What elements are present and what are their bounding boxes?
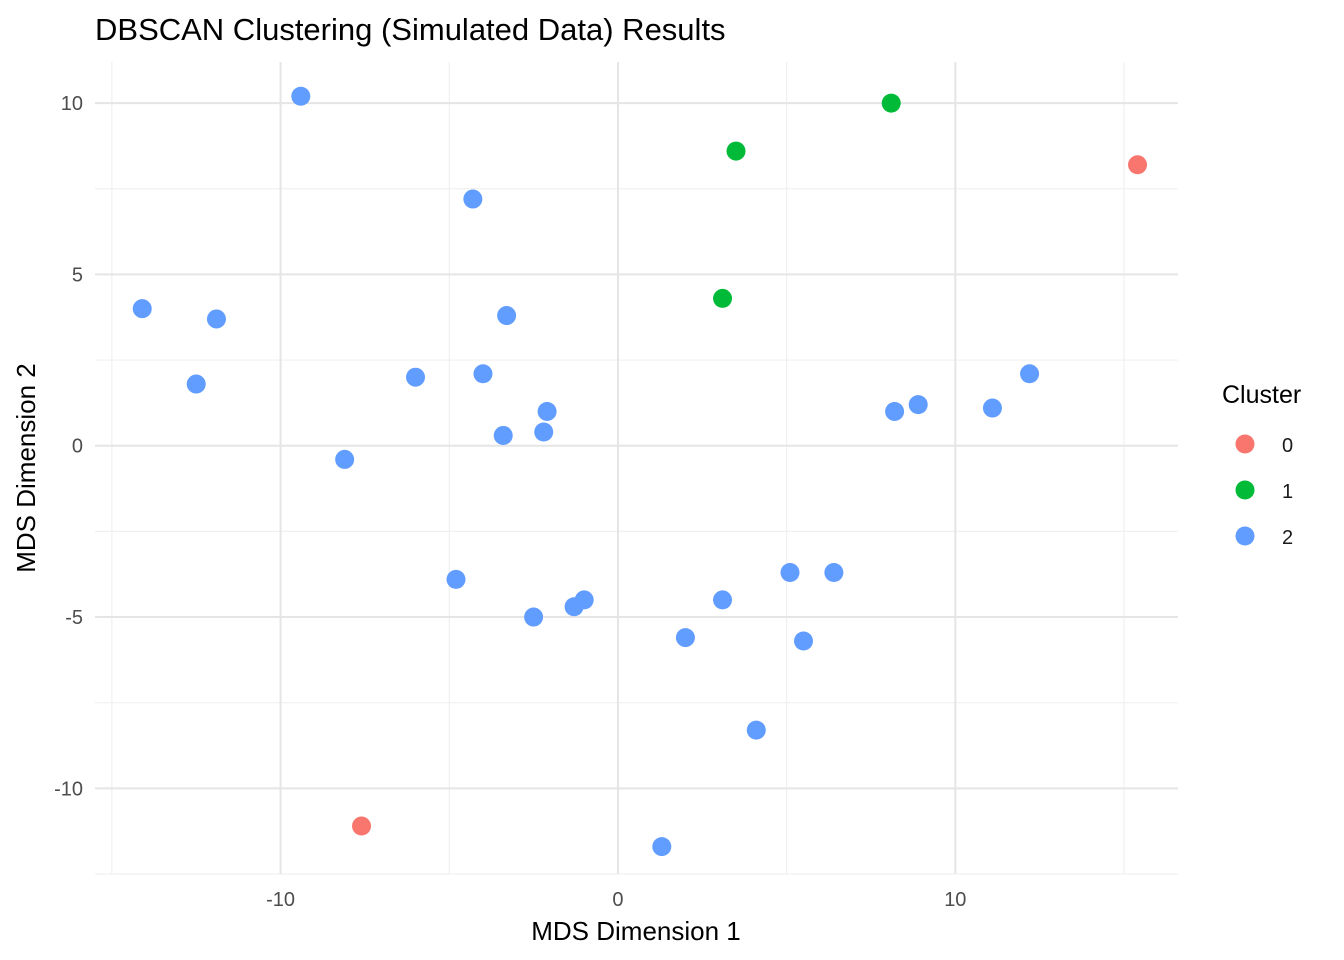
data-point-cluster-2 xyxy=(186,374,206,394)
data-point-cluster-2 xyxy=(446,569,466,589)
data-point-cluster-2 xyxy=(534,422,554,442)
data-point-cluster-2 xyxy=(406,367,426,387)
x-axis-ticks: -10 0 10 xyxy=(266,889,966,911)
data-point-cluster-2 xyxy=(463,189,483,209)
data-points xyxy=(132,86,1148,857)
grid xyxy=(95,62,1178,875)
x-tick-label: -10 xyxy=(266,889,295,911)
y-tick-label: 5 xyxy=(72,264,83,286)
data-point-cluster-2 xyxy=(780,562,800,582)
y-tick-label: -10 xyxy=(54,778,83,800)
data-point-cluster-2 xyxy=(794,631,814,651)
data-point-cluster-2 xyxy=(1020,364,1040,384)
data-point-cluster-2 xyxy=(675,628,695,648)
chart-title: DBSCAN Clustering (Simulated Data) Resul… xyxy=(95,12,726,47)
y-tick-label: 0 xyxy=(72,436,83,458)
data-point-cluster-2 xyxy=(574,590,594,610)
y-axis-ticks: -10 -5 0 5 10 xyxy=(54,93,83,800)
x-tick-label: 10 xyxy=(944,889,966,911)
data-point-cluster-2 xyxy=(652,837,672,857)
legend: Cluster 0 1 2 xyxy=(1222,381,1301,549)
data-point-cluster-2 xyxy=(524,607,544,627)
data-point-cluster-2 xyxy=(473,364,493,384)
data-point-cluster-1 xyxy=(881,93,901,113)
y-tick-label: 10 xyxy=(61,93,83,115)
y-tick-label: -5 xyxy=(65,607,83,629)
data-point-cluster-2 xyxy=(908,395,928,415)
data-point-cluster-2 xyxy=(291,86,311,106)
data-point-cluster-1 xyxy=(726,141,746,161)
data-point-cluster-2 xyxy=(335,449,355,469)
data-point-cluster-2 xyxy=(746,720,766,740)
data-point-cluster-0 xyxy=(352,816,372,836)
data-point-cluster-2 xyxy=(885,401,905,421)
data-point-cluster-2 xyxy=(493,425,513,445)
y-axis-title: MDS Dimension 2 xyxy=(11,363,41,573)
data-point-cluster-2 xyxy=(824,562,844,582)
legend-label-0: 0 xyxy=(1282,435,1293,457)
legend-key-1 xyxy=(1235,480,1255,500)
legend-title: Cluster xyxy=(1222,381,1301,409)
legend-key-0 xyxy=(1235,434,1255,454)
data-point-cluster-0 xyxy=(1128,155,1148,175)
data-point-cluster-2 xyxy=(206,309,226,329)
legend-label-1: 1 xyxy=(1282,481,1293,503)
legend-label-2: 2 xyxy=(1282,527,1293,549)
data-point-cluster-2 xyxy=(713,590,733,610)
data-point-cluster-2 xyxy=(537,401,557,421)
x-tick-label: 0 xyxy=(612,889,623,911)
data-point-cluster-2 xyxy=(497,306,517,326)
legend-key-2 xyxy=(1235,526,1255,546)
x-axis-title: MDS Dimension 1 xyxy=(531,916,741,946)
data-point-cluster-1 xyxy=(713,288,733,308)
data-point-cluster-2 xyxy=(982,398,1002,418)
data-point-cluster-2 xyxy=(132,299,152,319)
